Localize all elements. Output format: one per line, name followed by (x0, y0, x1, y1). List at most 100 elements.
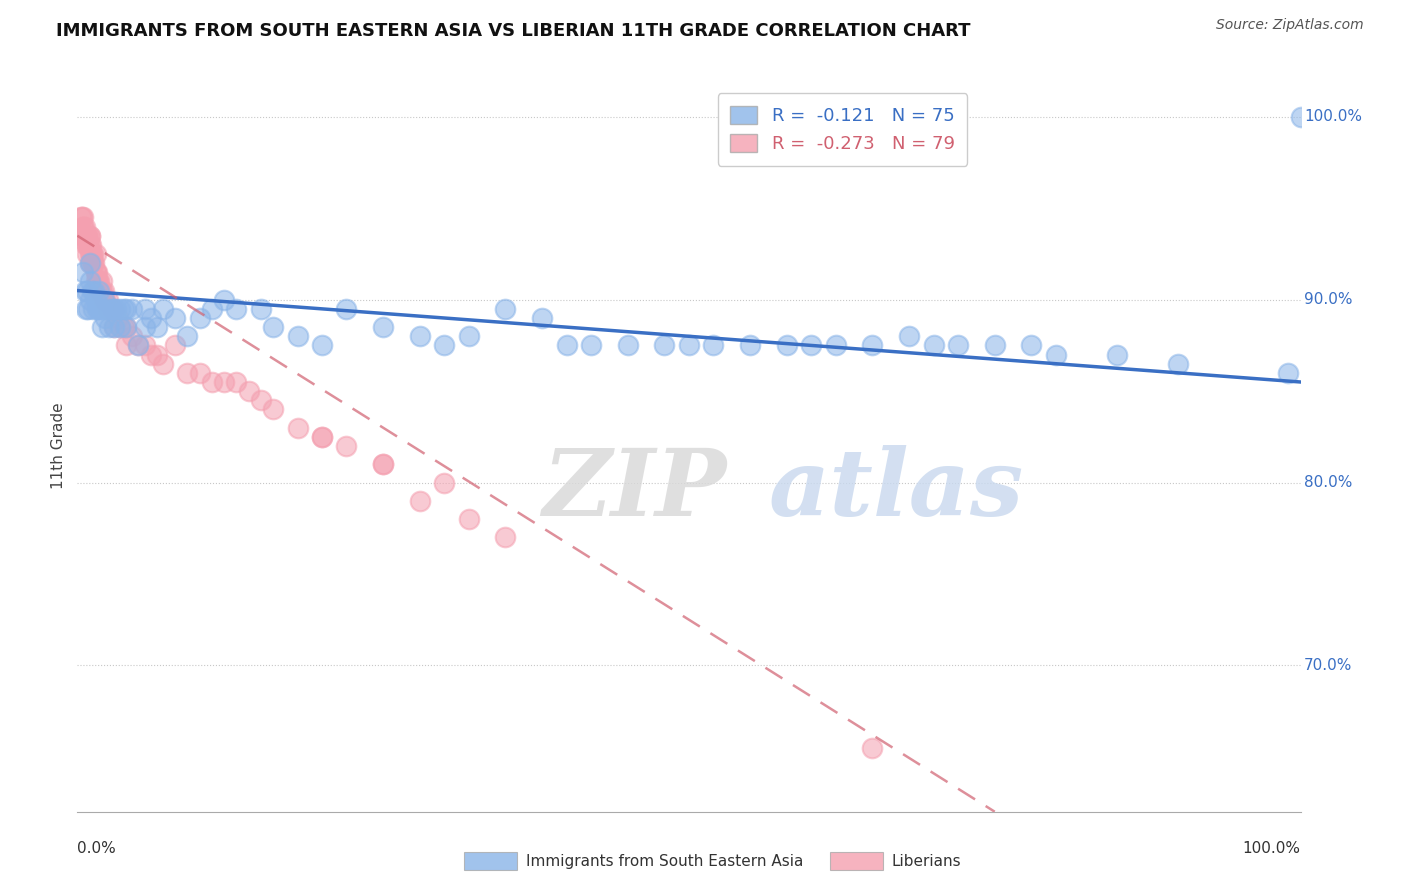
Text: 70.0%: 70.0% (1305, 658, 1353, 673)
Point (89, 301, 111, 316)
Point (457, 329, 479, 343)
Point (433, 475, 456, 490)
Point (134, 338, 156, 352)
Point (70, 211, 93, 225)
Point (287, 421, 309, 435)
Point (678, 338, 700, 352)
Point (94, 311, 117, 326)
Point (824, 338, 846, 352)
Point (80, 238, 103, 252)
Point (77, 228, 100, 243)
Point (555, 338, 578, 352)
Point (93, 293, 115, 307)
Point (1045, 348, 1067, 362)
Point (75, 228, 97, 243)
Point (82, 301, 104, 316)
Point (335, 439, 357, 453)
Point (73, 219, 96, 234)
Point (495, 301, 517, 316)
Point (93, 293, 115, 307)
Point (80, 247, 103, 261)
Y-axis label: 11th Grade: 11th Grade (51, 402, 66, 490)
Point (103, 320, 125, 334)
Point (89, 284, 111, 298)
Point (654, 338, 676, 352)
Point (1021, 338, 1043, 352)
Point (79, 256, 101, 270)
Point (83, 256, 105, 270)
Point (94, 293, 117, 307)
Point (103, 301, 125, 316)
Point (115, 301, 138, 316)
Point (371, 320, 394, 334)
Point (79, 228, 101, 243)
Text: IMMIGRANTS FROM SOUTH EASTERN ASIA VS LIBERIAN 11TH GRADE CORRELATION CHART: IMMIGRANTS FROM SOUTH EASTERN ASIA VS LI… (56, 22, 970, 40)
Point (188, 366, 211, 380)
Point (800, 338, 823, 352)
Point (97, 293, 120, 307)
Point (1167, 357, 1189, 371)
Point (922, 338, 945, 352)
Point (134, 320, 156, 334)
Point (579, 338, 602, 352)
Point (89, 284, 111, 298)
Point (946, 338, 969, 352)
Point (97, 301, 120, 316)
Point (103, 301, 125, 316)
Point (76, 247, 98, 261)
Legend: R =  -0.121   N = 75, R =  -0.273   N = 79: R = -0.121 N = 75, R = -0.273 N = 79 (717, 93, 967, 166)
Text: atlas: atlas (769, 445, 1024, 535)
Point (457, 512, 479, 526)
Point (165, 311, 187, 326)
Point (73, 284, 96, 298)
Point (201, 375, 224, 389)
Point (82, 256, 104, 270)
Text: 90.0%: 90.0% (1305, 293, 1353, 307)
Point (72, 219, 94, 234)
Point (79, 238, 101, 252)
Point (77, 301, 100, 316)
Point (72, 219, 94, 234)
Point (262, 320, 284, 334)
Point (84, 247, 107, 261)
Point (89, 274, 111, 288)
Point (433, 338, 456, 352)
Point (107, 311, 129, 326)
Point (93, 284, 115, 298)
Point (90, 274, 112, 288)
Point (72, 228, 94, 243)
Point (409, 493, 432, 508)
Point (100, 301, 122, 316)
Point (371, 458, 394, 472)
Point (862, 338, 884, 352)
Point (984, 338, 1007, 352)
Point (176, 366, 198, 380)
Point (495, 530, 517, 544)
Point (531, 311, 554, 326)
Point (77, 238, 100, 252)
Point (79, 247, 101, 261)
Point (225, 375, 247, 389)
Point (84, 274, 107, 288)
Point (84, 265, 107, 279)
Point (73, 228, 96, 243)
Point (97, 301, 120, 316)
Point (134, 301, 156, 316)
Point (862, 740, 884, 755)
Point (115, 320, 138, 334)
Point (146, 348, 169, 362)
Point (898, 329, 921, 343)
Point (212, 293, 235, 307)
Point (80, 284, 103, 298)
Point (212, 375, 235, 389)
Point (84, 293, 107, 307)
Point (225, 301, 247, 316)
Point (79, 274, 101, 288)
Point (79, 256, 101, 270)
Point (115, 338, 138, 352)
Point (76, 228, 98, 243)
Point (250, 301, 273, 316)
Point (311, 430, 333, 444)
Point (139, 311, 162, 326)
Point (409, 329, 432, 343)
